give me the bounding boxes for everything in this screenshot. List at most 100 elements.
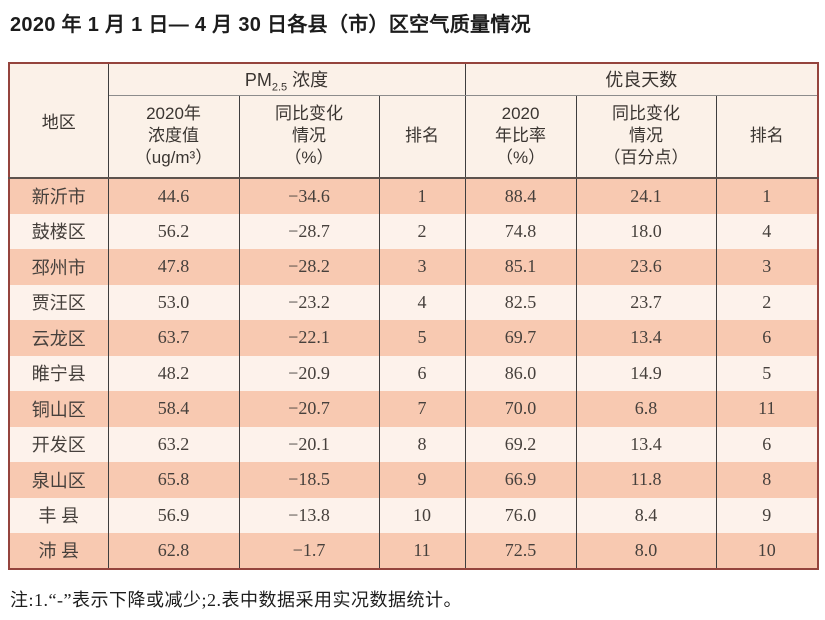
pm-change-cell: −20.7 — [238, 391, 380, 427]
good-change-cell: 8.4 — [575, 497, 717, 533]
good-rate-cell: 72.5 — [464, 533, 577, 569]
good-rate-cell: 86.0 — [464, 355, 577, 391]
pm-rank-cell: 4 — [378, 284, 466, 320]
pm-rank-cell: 2 — [378, 213, 466, 249]
pm-rank-cell: 7 — [378, 391, 466, 427]
good-rank-cell: 6 — [715, 320, 819, 356]
pm-value-cell: 63.7 — [107, 320, 240, 356]
column-header-region: 地区 — [8, 63, 109, 179]
column-header-pm-value: 2020年 浓度值 （ug/m³） — [107, 95, 240, 179]
good-change-cell: 24.1 — [575, 178, 717, 214]
good-rank-cell: 6 — [715, 426, 819, 462]
table-row: 贾汪区 53.0 −23.2 4 82.5 23.7 2 — [8, 284, 819, 320]
table-row: 沛 县 62.8 −1.7 11 72.5 8.0 10 — [8, 533, 819, 569]
region-cell: 开发区 — [8, 426, 109, 462]
good-change-cell: 13.4 — [575, 320, 717, 356]
column-header-pm-change: 同比变化 情况 （%） — [238, 95, 380, 179]
good-rank-cell: 5 — [715, 355, 819, 391]
good-rank-cell: 3 — [715, 249, 819, 285]
good-rank-cell: 1 — [715, 178, 819, 214]
air-quality-table: 地区 PM2.5 浓度 优良天数 2020年 浓度值 （ug/m³） 同比变化 … — [8, 62, 820, 570]
pm-rank-cell: 11 — [378, 533, 466, 569]
pm-rank-cell: 3 — [378, 249, 466, 285]
pm-rank-cell: 1 — [378, 178, 466, 214]
table-row: 鼓楼区 56.2 −28.7 2 74.8 18.0 4 — [8, 213, 819, 249]
region-cell: 云龙区 — [8, 320, 109, 356]
region-cell: 鼓楼区 — [8, 213, 109, 249]
table-row: 丰 县 56.9 −13.8 10 76.0 8.4 9 — [8, 497, 819, 533]
pm-value-cell: 56.2 — [107, 213, 240, 249]
good-rank-cell: 8 — [715, 462, 819, 498]
table-row: 云龙区 63.7 −22.1 5 69.7 13.4 6 — [8, 320, 819, 356]
pm-change-cell: −20.1 — [238, 426, 380, 462]
pm-value-cell: 63.2 — [107, 426, 240, 462]
region-cell: 睢宁县 — [8, 355, 109, 391]
good-change-cell: 13.4 — [575, 426, 717, 462]
table-row: 睢宁县 48.2 −20.9 6 86.0 14.9 5 — [8, 355, 819, 391]
good-change-cell: 14.9 — [575, 355, 717, 391]
good-rank-cell: 10 — [715, 533, 819, 569]
pm-change-cell: −22.1 — [238, 320, 380, 356]
pm-change-cell: −20.9 — [238, 355, 380, 391]
pm-change-cell: −28.7 — [238, 213, 380, 249]
column-header-good-rate: 2020 年比率 （%） — [464, 95, 577, 179]
table-body: 新沂市 44.6 −34.6 1 88.4 24.1 1 鼓楼区 56.2 −2… — [8, 178, 819, 569]
pm-change-cell: −34.6 — [238, 178, 380, 214]
pm-change-cell: −18.5 — [238, 462, 380, 498]
pm-change-cell: −13.8 — [238, 497, 380, 533]
pm-value-cell: 62.8 — [107, 533, 240, 569]
page-title: 2020 年 1 月 1 日— 4 月 30 日各县（市）区空气质量情况 — [10, 14, 531, 36]
column-header-good-change: 同比变化 情况 （百分点） — [575, 95, 717, 179]
region-cell: 新沂市 — [8, 178, 109, 214]
good-rate-cell: 85.1 — [464, 249, 577, 285]
pm-change-cell: −1.7 — [238, 533, 380, 569]
region-cell: 铜山区 — [8, 391, 109, 427]
pm-change-cell: −23.2 — [238, 284, 380, 320]
good-rate-cell: 82.5 — [464, 284, 577, 320]
region-cell: 沛 县 — [8, 533, 109, 569]
table-row: 泉山区 65.8 −18.5 9 66.9 11.8 8 — [8, 462, 819, 498]
column-group-good-days: 优良天数 — [464, 63, 819, 96]
pm-value-cell: 53.0 — [107, 284, 240, 320]
good-rate-cell: 88.4 — [464, 178, 577, 214]
region-cell: 贾汪区 — [8, 284, 109, 320]
good-rate-cell: 69.2 — [464, 426, 577, 462]
good-rate-cell: 66.9 — [464, 462, 577, 498]
header-group-row: 地区 PM2.5 浓度 优良天数 — [8, 63, 819, 179]
pm25-prefix: PM — [244, 70, 272, 91]
region-cell: 泉山区 — [8, 462, 109, 498]
good-rate-cell: 74.8 — [464, 213, 577, 249]
pm25-suffix: 浓度 — [287, 70, 329, 91]
good-rate-cell: 69.7 — [464, 320, 577, 356]
good-rank-cell: 9 — [715, 497, 819, 533]
table-row: 开发区 63.2 −20.1 8 69.2 13.4 6 — [8, 426, 819, 462]
pm-rank-cell: 9 — [378, 462, 466, 498]
pm-rank-cell: 5 — [378, 320, 466, 356]
good-rate-cell: 76.0 — [464, 497, 577, 533]
good-change-cell: 23.6 — [575, 249, 717, 285]
good-change-cell: 18.0 — [575, 213, 717, 249]
pm-value-cell: 48.2 — [107, 355, 240, 391]
region-cell: 邳州市 — [8, 249, 109, 285]
table-row: 铜山区 58.4 −20.7 7 70.0 6.8 11 — [8, 391, 819, 427]
pm-rank-cell: 10 — [378, 497, 466, 533]
table-row: 新沂市 44.6 −34.6 1 88.4 24.1 1 — [8, 178, 819, 214]
pm-value-cell: 44.6 — [107, 178, 240, 214]
column-header-pm-rank: 排名 — [378, 95, 466, 179]
pm-value-cell: 56.9 — [107, 497, 240, 533]
pm-rank-cell: 8 — [378, 426, 466, 462]
region-cell: 丰 县 — [8, 497, 109, 533]
column-group-pm25: PM2.5 浓度 — [107, 63, 466, 96]
pm-value-cell: 47.8 — [107, 249, 240, 285]
table-row: 邳州市 47.8 −28.2 3 85.1 23.6 3 — [8, 249, 819, 285]
good-change-cell: 6.8 — [575, 391, 717, 427]
good-change-cell: 11.8 — [575, 462, 717, 498]
table-header: 地区 PM2.5 浓度 优良天数 2020年 浓度值 （ug/m³） 同比变化 … — [8, 63, 819, 179]
good-rank-cell: 2 — [715, 284, 819, 320]
good-rank-cell: 4 — [715, 213, 819, 249]
pm-change-cell: −28.2 — [238, 249, 380, 285]
footnote: 注:1.“-”表示下降或减少;2.表中数据采用实况数据统计。 — [10, 589, 462, 610]
column-header-good-rank: 排名 — [715, 95, 819, 179]
good-rate-cell: 70.0 — [464, 391, 577, 427]
